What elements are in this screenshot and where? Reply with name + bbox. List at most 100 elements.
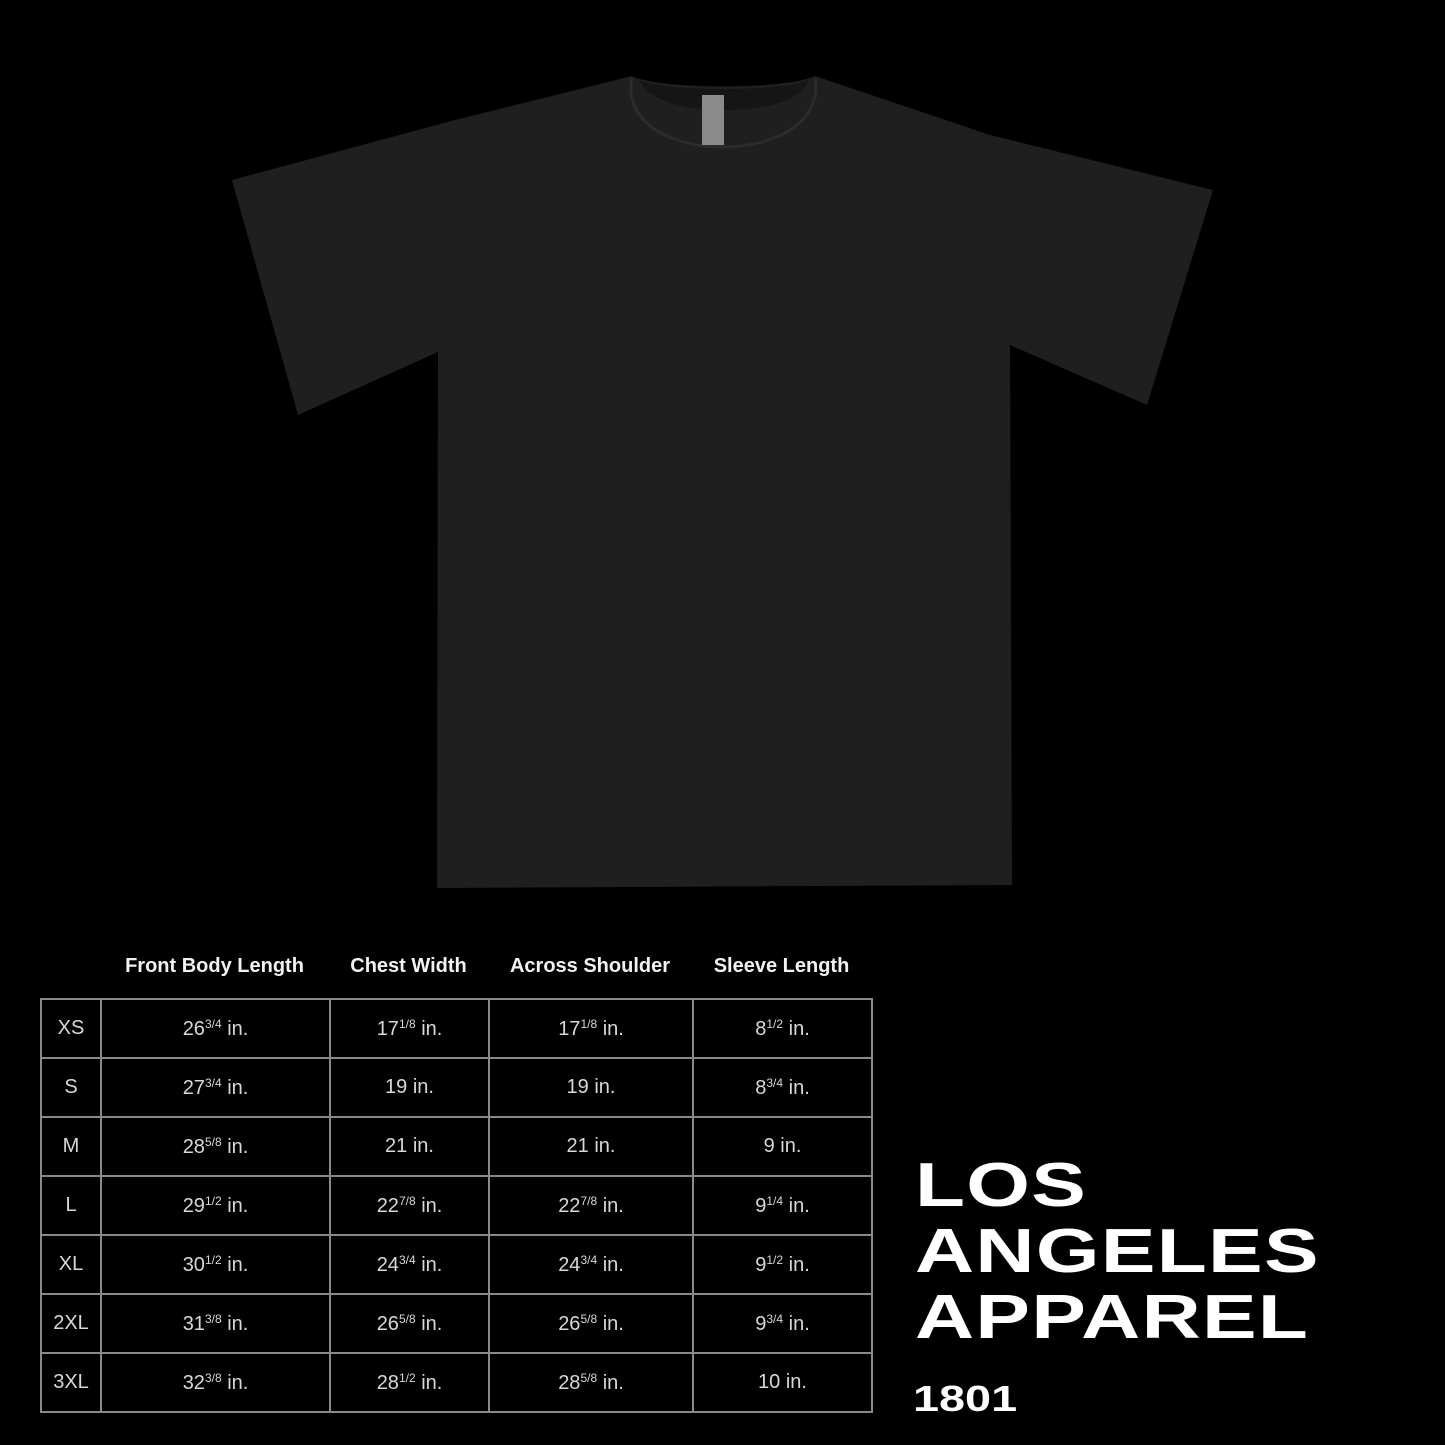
measurement-fraction: 3/8 (204, 1311, 222, 1326)
unit-label: in. (421, 1017, 443, 1040)
size-label: S (40, 1057, 102, 1118)
unit-label: in. (788, 1017, 810, 1040)
measurement-whole: 26 (376, 1312, 399, 1335)
size-label: XL (40, 1234, 102, 1295)
measurement-fraction: 3/4 (580, 1252, 598, 1267)
measurement-whole: 30 (182, 1253, 205, 1276)
measurement-cell: 313/8 in. (100, 1293, 331, 1354)
measurement-whole: 28 (182, 1135, 205, 1158)
unit-label: in. (227, 1253, 249, 1276)
size-row-l: L 291/2 in. 227/8 in. 227/8 in. 91/4 in. (40, 1175, 873, 1236)
measurement-fraction: 5/8 (398, 1311, 416, 1326)
size-row-xl: XL 301/2 in. 243/4 in. 243/4 in. 91/2 in. (40, 1234, 873, 1295)
measurement-cell: 19 in. (488, 1057, 694, 1118)
measurement-whole: 8 (755, 1076, 767, 1099)
measurement-cell: 291/2 in. (100, 1175, 331, 1236)
measurement-cell: 265/8 in. (488, 1293, 694, 1354)
measurement-cell: 91/2 in. (692, 1234, 873, 1295)
unit-label: in. (227, 1194, 249, 1217)
unit-label: in. (602, 1371, 624, 1394)
unit-label: in. (421, 1253, 443, 1276)
measurement-whole: 21 (385, 1135, 408, 1157)
measurement-whole: 24 (558, 1253, 581, 1276)
size-label: 2XL (40, 1293, 102, 1354)
measurement-whole: 24 (376, 1253, 399, 1276)
brand-logo-line-2: ANGELES (915, 1217, 1320, 1286)
measurement-cell: 19 in. (329, 1057, 490, 1118)
measurement-whole: 9 (755, 1312, 767, 1335)
measurement-whole: 9 (755, 1194, 767, 1217)
measurement-cell: 10 in. (692, 1352, 873, 1413)
measurement-fraction: 5/8 (580, 1311, 598, 1326)
unit-label: in. (602, 1312, 624, 1335)
unit-label: in. (227, 1371, 249, 1394)
unit-label: in. (227, 1135, 249, 1158)
unit-label: in. (788, 1253, 810, 1276)
measurement-cell: 93/4 in. (692, 1293, 873, 1354)
measurement-fraction: 1/8 (398, 1016, 416, 1031)
unit-label: in. (421, 1194, 443, 1217)
measurement-cell: 81/2 in. (692, 998, 873, 1059)
unit-label: in. (602, 1194, 624, 1217)
measurement-whole: 10 (758, 1371, 781, 1393)
measurement-fraction: 7/8 (580, 1193, 598, 1208)
shirt-collar (629, 77, 818, 149)
measurement-fraction: 3/4 (766, 1075, 784, 1090)
measurement-whole: 21 (566, 1135, 589, 1157)
measurement-fraction: 1/2 (398, 1370, 416, 1385)
shirt-body (232, 76, 1213, 888)
brand-logo-line-3: APPAREL (915, 1283, 1310, 1352)
measurement-cell: 21 in. (329, 1116, 490, 1177)
measurement-whole: 9 (763, 1135, 775, 1157)
size-label: M (40, 1116, 102, 1177)
measurement-cell: 83/4 in. (692, 1057, 873, 1118)
measurement-whole: 32 (182, 1371, 205, 1394)
unit-label: in. (412, 1076, 434, 1098)
measurement-cell: 171/8 in. (329, 998, 490, 1059)
measurement-cell: 281/2 in. (329, 1352, 490, 1413)
measurement-cell: 243/4 in. (488, 1234, 694, 1295)
unit-label: in. (788, 1312, 810, 1335)
measurement-whole: 22 (376, 1194, 399, 1217)
header-across-shoulder: Across Shoulder (509, 955, 671, 977)
measurement-fraction: 3/4 (766, 1311, 784, 1326)
measurement-whole: 29 (182, 1194, 205, 1217)
measurement-cell: 273/4 in. (100, 1057, 331, 1118)
measurement-whole: 8 (755, 1017, 767, 1040)
unit-label: in. (785, 1371, 807, 1393)
unit-label: in. (227, 1076, 249, 1099)
measurement-whole: 19 (385, 1076, 408, 1098)
measurement-fraction: 3/4 (204, 1075, 222, 1090)
measurement-fraction: 1/4 (766, 1193, 784, 1208)
measurement-cell: 227/8 in. (329, 1175, 490, 1236)
measurement-cell: 323/8 in. (100, 1352, 331, 1413)
measurement-fraction: 1/2 (766, 1016, 784, 1031)
measurement-fraction: 7/8 (398, 1193, 416, 1208)
measurement-whole: 26 (558, 1312, 581, 1335)
measurement-fraction: 1/8 (580, 1016, 598, 1031)
unit-label: in. (412, 1135, 434, 1157)
size-row-3xl: 3XL 323/8 in. 281/2 in. 285/8 in. 10 in. (40, 1352, 873, 1413)
size-row-xs: XS 263/4 in. 171/8 in. 171/8 in. 81/2 in. (40, 998, 873, 1059)
size-row-m: M 285/8 in. 21 in. 21 in. 9 in. (40, 1116, 873, 1177)
measurement-whole: 28 (376, 1371, 399, 1394)
style-number: 1801 (913, 1378, 1018, 1419)
measurement-fraction: 1/2 (766, 1252, 784, 1267)
unit-label: in. (227, 1312, 249, 1335)
measurement-fraction: 1/2 (204, 1252, 222, 1267)
unit-label: in. (602, 1253, 624, 1276)
measurement-fraction: 5/8 (580, 1370, 598, 1385)
measurement-whole: 28 (558, 1371, 581, 1394)
measurement-fraction: 3/4 (204, 1016, 222, 1031)
header-chest-width: Chest Width (350, 955, 467, 977)
measurement-whole: 17 (376, 1017, 399, 1040)
measurement-cell: 243/4 in. (329, 1234, 490, 1295)
size-label: L (40, 1175, 102, 1236)
size-row-2xl: 2XL 313/8 in. 265/8 in. 265/8 in. 93/4 in. (40, 1293, 873, 1354)
measurement-cell: 91/4 in. (692, 1175, 873, 1236)
measurement-whole: 9 (755, 1253, 767, 1276)
measurement-cell: 301/2 in. (100, 1234, 331, 1295)
measurement-whole: 17 (558, 1017, 581, 1040)
measurement-cell: 265/8 in. (329, 1293, 490, 1354)
measurement-fraction: 1/2 (204, 1193, 222, 1208)
